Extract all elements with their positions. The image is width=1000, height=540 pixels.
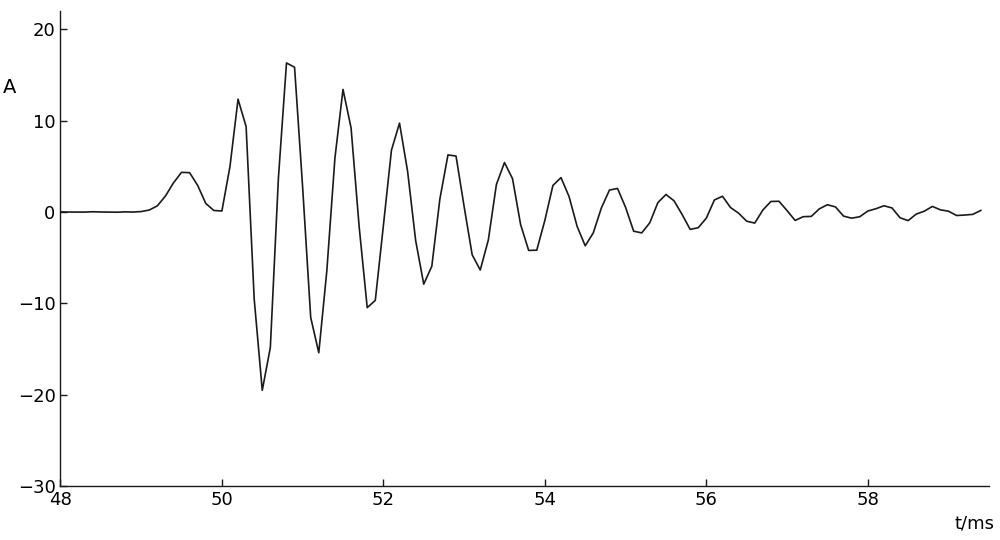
X-axis label: t/ms: t/ms bbox=[955, 515, 995, 532]
Y-axis label: A: A bbox=[3, 78, 16, 97]
